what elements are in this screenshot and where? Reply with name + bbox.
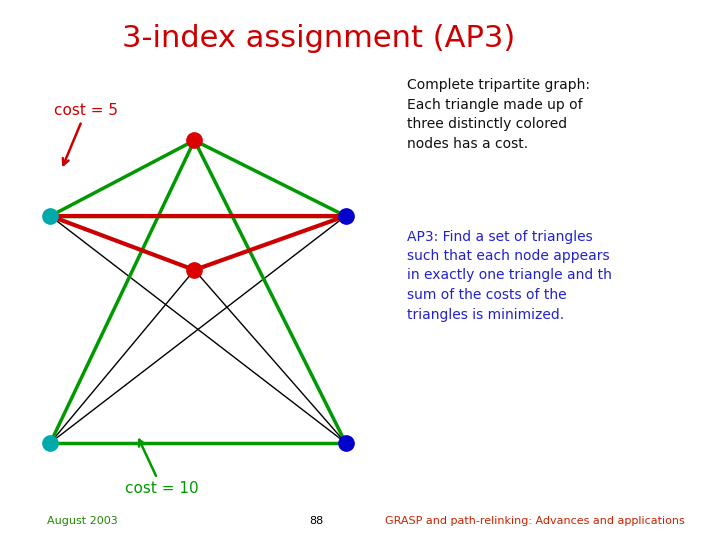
Text: GRASP and path-relinking: Advances and applications: GRASP and path-relinking: Advances and a… [385, 516, 685, 526]
Text: 88: 88 [310, 516, 324, 526]
Text: cost = 10: cost = 10 [125, 440, 199, 496]
Text: AP3: Find a set of triangles
such that each node appears
in exactly one triangle: AP3: Find a set of triangles such that e… [407, 230, 612, 321]
Text: August 2003: August 2003 [47, 516, 117, 526]
Text: cost = 5: cost = 5 [54, 103, 118, 165]
Text: 3-index assignment (AP3): 3-index assignment (AP3) [122, 24, 516, 53]
Text: Complete tripartite graph:
Each triangle made up of
three distinctly colored
nod: Complete tripartite graph: Each triangle… [407, 78, 590, 151]
